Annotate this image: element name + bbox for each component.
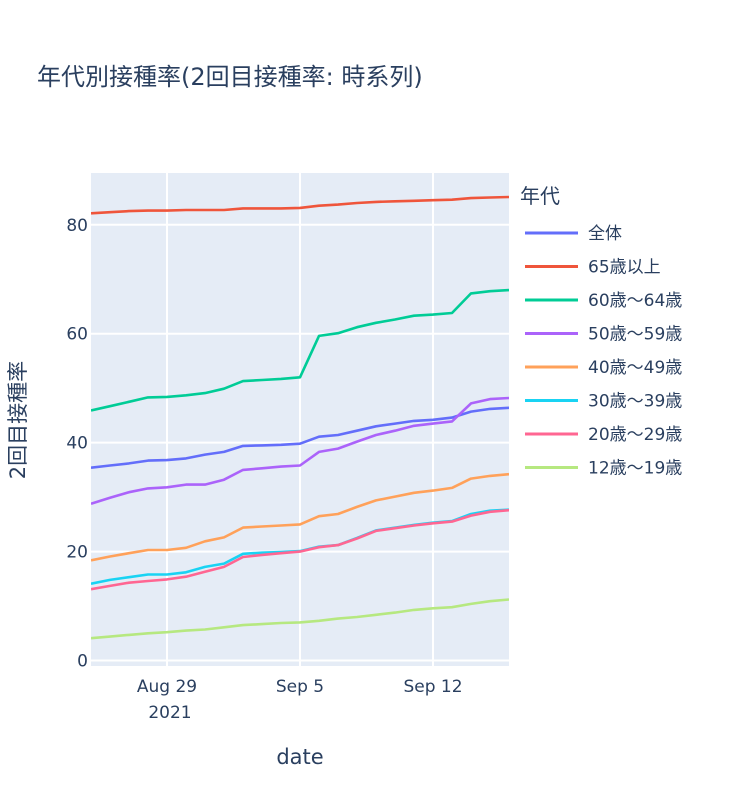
legend-label: 65歳以上 <box>588 258 661 278</box>
series-line <box>91 472 509 562</box>
legend-label: 12歳～19歳 <box>588 459 682 479</box>
legend-item[interactable]: 12歳～19歳 <box>525 459 682 479</box>
legend-item[interactable]: 20歳～29歳 <box>525 425 682 445</box>
y-axis-title: 2回目接種率 <box>6 361 30 479</box>
legend-title: 年代 <box>520 184 560 208</box>
series-line <box>91 288 509 412</box>
axis-ticks: 0 20 40 60 80 Aug 29 Sep 5 Sep 12 <box>66 216 462 697</box>
y-tick-label: 0 <box>77 652 88 672</box>
y-tick-label: 40 <box>66 434 88 454</box>
series-line <box>91 508 509 591</box>
y-tick-label: 60 <box>66 325 88 345</box>
legend-item[interactable]: 65歳以上 <box>525 258 661 278</box>
x-tick-label: Aug 29 <box>137 677 197 697</box>
series-line <box>91 195 509 215</box>
x-tick-year: 2021 <box>148 703 191 723</box>
legend-item[interactable]: 全体 <box>525 224 622 244</box>
x-tick-label: Sep 12 <box>403 677 462 697</box>
series-lines <box>91 195 509 640</box>
legend-label: 40歳～49歳 <box>588 358 682 378</box>
chart-title: 年代別接種率(2回目接種率: 時系列) <box>37 63 423 91</box>
y-tick-label: 20 <box>66 543 88 563</box>
x-axis-title: date <box>276 745 323 769</box>
x-tick-label: Sep 5 <box>276 677 324 697</box>
series-line <box>91 406 509 469</box>
legend-item[interactable]: 30歳～39歳 <box>525 392 682 412</box>
legend-label: 60歳～64歳 <box>588 291 682 311</box>
legend[interactable]: 年代 全体 65歳以上 60歳～64歳 50歳～59歳 40歳～49歳 30歳～39歳 20… <box>520 184 682 479</box>
legend-item[interactable]: 60歳～64歳 <box>525 291 682 311</box>
legend-label: 20歳～29歳 <box>588 425 682 445</box>
legend-label: 30歳～39歳 <box>588 392 682 412</box>
series-line <box>91 396 509 505</box>
legend-label: 全体 <box>588 224 622 244</box>
legend-item[interactable]: 40歳～49歳 <box>525 358 682 378</box>
y-tick-label: 80 <box>66 216 88 236</box>
series-line <box>91 598 509 640</box>
legend-label: 50歳～59歳 <box>588 325 682 345</box>
legend-item[interactable]: 50歳～59歳 <box>525 325 682 345</box>
